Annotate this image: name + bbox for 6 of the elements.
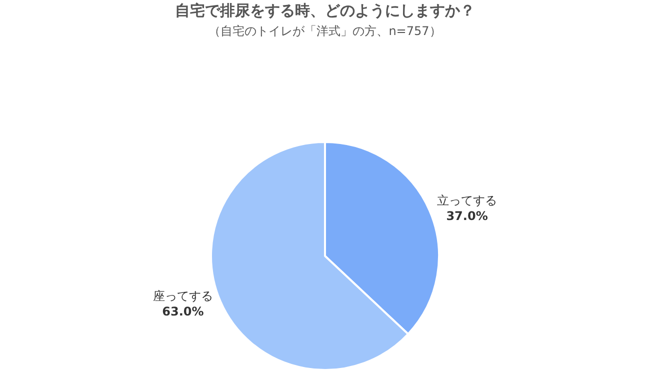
chart-subtitle: （自宅のトイレが「洋式」の方、n=757） <box>208 24 442 38</box>
data-label: 37.0% <box>446 209 488 224</box>
slice-label: 立ってする <box>437 194 498 208</box>
chart-title: 自宅で排尿をする時、どのようにしますか？ <box>175 2 475 20</box>
data-label: 63.0% <box>162 304 204 318</box>
slice-label: 座ってする <box>152 288 213 303</box>
